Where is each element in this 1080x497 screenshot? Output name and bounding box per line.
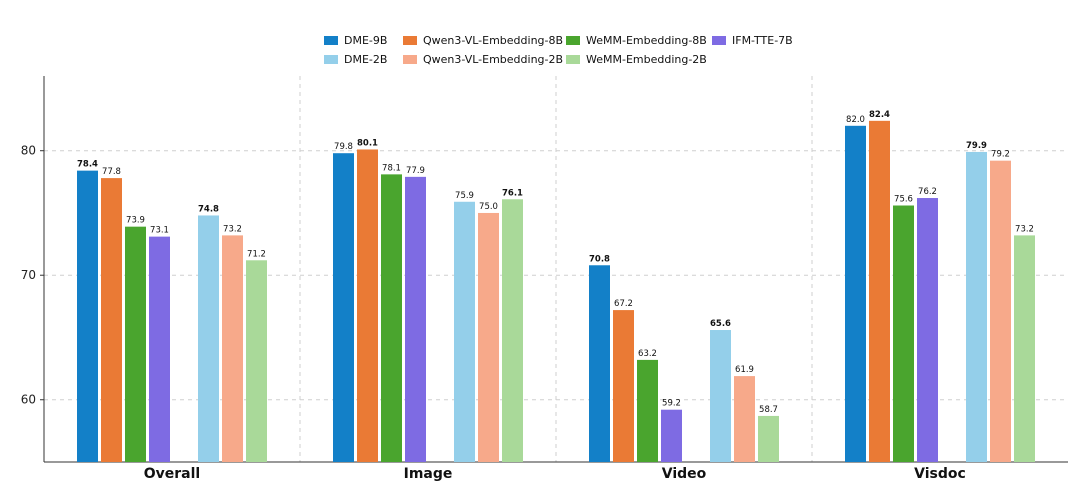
bar-value-label: 75.0 bbox=[479, 202, 498, 212]
bar-value-label: 74.8 bbox=[198, 204, 219, 214]
bar-visdoc-wemm-embedding-8b bbox=[893, 205, 914, 463]
y-tick-label: 80 bbox=[21, 144, 36, 158]
bar-value-label: 78.4 bbox=[77, 160, 98, 170]
bar-overall-qwen3-vl-embedding-8b bbox=[101, 178, 122, 463]
bar-value-label: 80.1 bbox=[357, 138, 378, 148]
bar-value-label: 76.2 bbox=[918, 187, 937, 197]
bar-image-qwen3-vl-embedding-8b bbox=[357, 149, 378, 462]
bar-value-label: 77.9 bbox=[406, 166, 425, 176]
bar-visdoc-dme-2b bbox=[966, 151, 987, 462]
x-category-label: Visdoc bbox=[914, 466, 966, 482]
bar-video-qwen3-vl-embedding-2b bbox=[734, 376, 755, 462]
bar-value-label: 73.1 bbox=[150, 226, 169, 236]
bar-overall-wemm-embedding-8b bbox=[125, 226, 146, 462]
legend-label: WeMM-Embedding-2B bbox=[586, 53, 707, 66]
legend-label: Qwen3-VL-Embedding-2B bbox=[423, 53, 563, 66]
category-dividers bbox=[299, 76, 813, 462]
bar-value-label: 65.6 bbox=[710, 319, 731, 329]
bar-value-label: 75.6 bbox=[894, 194, 913, 204]
bar-value-label: 67.2 bbox=[614, 299, 633, 309]
y-tick-label: 60 bbox=[21, 393, 36, 407]
legend-label: IFM-TTE-7B bbox=[732, 34, 793, 47]
bar-visdoc-qwen3-vl-embedding-2b bbox=[990, 160, 1011, 463]
bar-video-dme-2b bbox=[710, 330, 731, 462]
bar-video-wemm-embedding-8b bbox=[637, 359, 658, 462]
bar-image-wemm-embedding-8b bbox=[381, 174, 402, 462]
bar-value-label: 75.9 bbox=[455, 191, 474, 201]
legend-swatch bbox=[566, 36, 580, 45]
bar-visdoc-wemm-embedding-2b bbox=[1014, 235, 1035, 462]
y-tick-label: 70 bbox=[21, 268, 36, 282]
bar-visdoc-qwen3-vl-embedding-8b bbox=[869, 120, 890, 462]
bar-image-ifm-tte-7b bbox=[405, 176, 426, 462]
legend-label: WeMM-Embedding-8B bbox=[586, 34, 707, 47]
bar-video-qwen3-vl-embedding-8b bbox=[613, 310, 634, 462]
bar-value-label: 61.9 bbox=[735, 365, 754, 375]
bar-value-label: 73.9 bbox=[126, 216, 145, 226]
bar-image-dme-9b bbox=[333, 153, 354, 462]
bar-value-label: 63.2 bbox=[638, 349, 657, 359]
legend-swatch bbox=[324, 36, 338, 45]
bar-value-label: 78.1 bbox=[382, 163, 401, 173]
bar-video-dme-9b bbox=[589, 265, 610, 462]
bar-value-label: 58.7 bbox=[759, 405, 778, 415]
bar-overall-wemm-embedding-2b bbox=[246, 260, 267, 462]
legend-swatch bbox=[324, 55, 338, 64]
legend-swatch bbox=[403, 55, 417, 64]
x-category-label: Image bbox=[404, 466, 453, 482]
bar-image-dme-2b bbox=[454, 201, 475, 462]
bar-video-ifm-tte-7b bbox=[661, 409, 682, 462]
bar-overall-dme-9b bbox=[77, 170, 98, 462]
bar-value-label: 73.2 bbox=[1015, 224, 1034, 234]
bar-visdoc-ifm-tte-7b bbox=[917, 198, 938, 462]
bar-video-wemm-embedding-2b bbox=[758, 415, 779, 462]
legend-swatch bbox=[566, 55, 580, 64]
bars bbox=[77, 120, 1035, 463]
bar-overall-ifm-tte-7b bbox=[149, 236, 170, 462]
bar-value-label: 79.9 bbox=[966, 141, 987, 151]
bar-value-label: 76.1 bbox=[502, 188, 523, 198]
bar-value-label: 79.8 bbox=[334, 142, 353, 152]
bar-value-label: 82.4 bbox=[869, 110, 890, 120]
bar-image-wemm-embedding-2b bbox=[502, 199, 523, 462]
legend-swatch bbox=[712, 36, 726, 45]
legend-label: DME-2B bbox=[344, 53, 387, 66]
bar-value-label: 79.2 bbox=[991, 150, 1010, 160]
bar-value-label: 71.2 bbox=[247, 249, 266, 259]
bar-overall-dme-2b bbox=[198, 215, 219, 462]
bar-value-label: 73.2 bbox=[223, 224, 242, 234]
bar-overall-qwen3-vl-embedding-2b bbox=[222, 235, 243, 462]
legend-label: DME-9B bbox=[344, 34, 387, 47]
bar-value-label: 59.2 bbox=[662, 399, 681, 409]
value-labels: 78.4 77.8 73.9 73.1 74.8 73.2 71.2 79.8 80.1 78.1… bbox=[77, 110, 1034, 415]
x-category-label: Video bbox=[662, 466, 707, 482]
bar-value-label: 77.8 bbox=[102, 167, 121, 177]
legend: DME-9B Qwen3-VL-Embedding-8B WeMM-Embeddin… bbox=[324, 34, 793, 66]
bar-value-label: 82.0 bbox=[846, 115, 865, 125]
bar-visdoc-dme-9b bbox=[845, 125, 866, 462]
legend-swatch bbox=[403, 36, 417, 45]
bar-image-qwen3-vl-embedding-2b bbox=[478, 212, 499, 462]
legend-label: Qwen3-VL-Embedding-8B bbox=[423, 34, 563, 47]
bar-value-label: 70.8 bbox=[589, 254, 610, 264]
x-category-label: Overall bbox=[144, 466, 200, 482]
